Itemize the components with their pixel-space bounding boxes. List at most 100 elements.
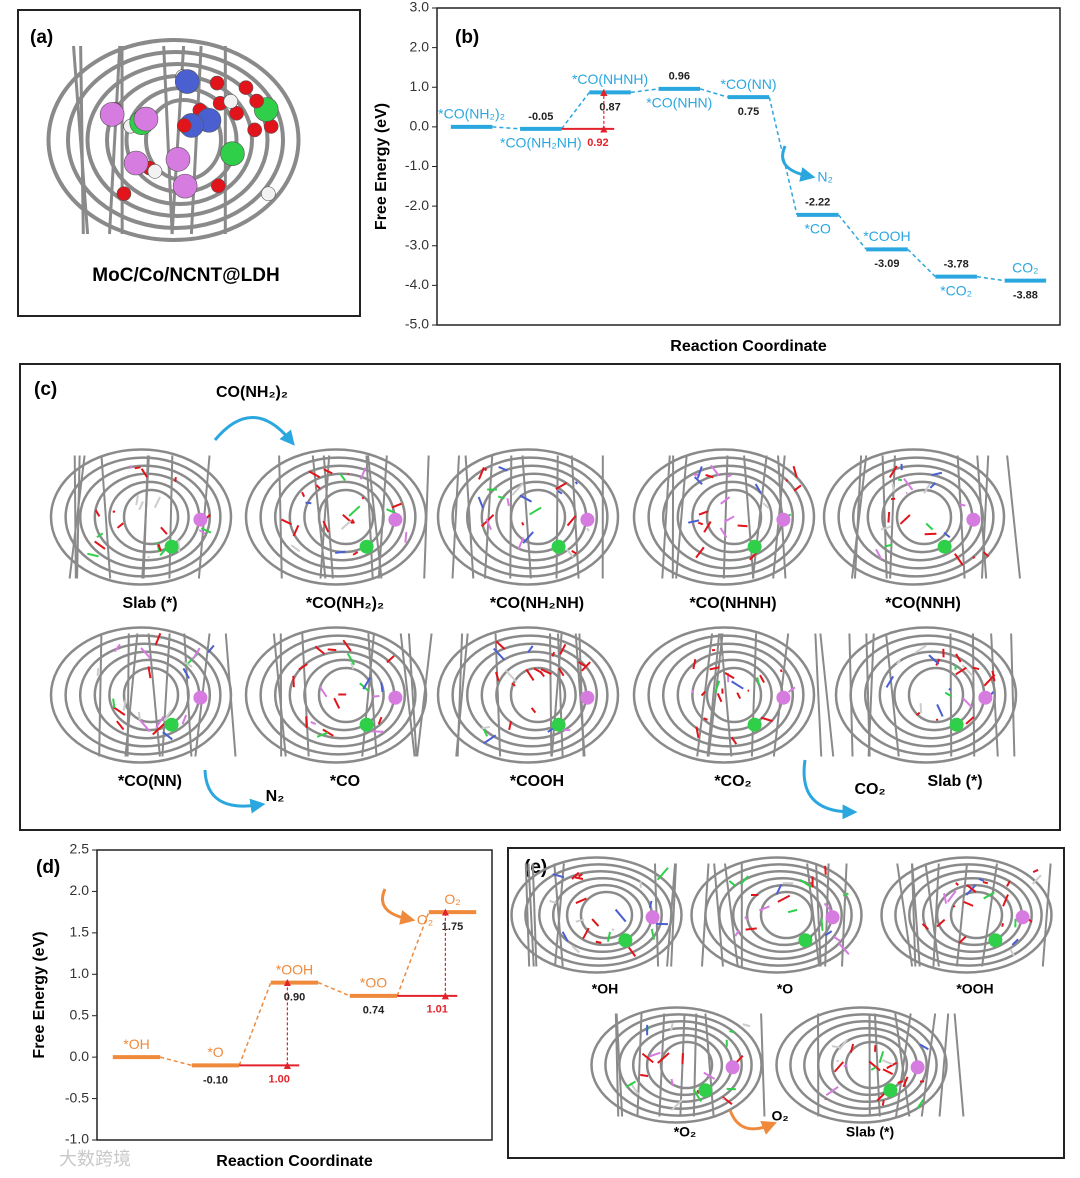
bond — [923, 483, 932, 494]
state-label: *CO(NHN) — [646, 95, 712, 111]
bond — [787, 686, 796, 693]
bond — [96, 668, 100, 676]
bond — [705, 473, 714, 479]
bond — [928, 654, 940, 665]
bond — [919, 1043, 929, 1051]
atom — [123, 150, 149, 176]
y-tick-label: 1.0 — [410, 78, 430, 94]
cage-ring — [495, 658, 577, 732]
cage-bond — [455, 633, 469, 757]
bond — [745, 927, 757, 931]
cage-ring — [647, 456, 805, 578]
cage-ring — [66, 50, 285, 230]
bond — [323, 468, 333, 475]
atom — [229, 105, 244, 121]
bond — [958, 935, 967, 944]
structure-label: Slab (*) — [846, 1124, 894, 1140]
cage-bond — [407, 633, 418, 757]
cage-ring — [691, 480, 773, 554]
state-label: *OH — [123, 1036, 149, 1052]
structure-label: *COOH — [510, 773, 564, 790]
cage-bond — [956, 455, 966, 579]
bond — [96, 532, 104, 538]
value-label: -0.10 — [203, 1074, 228, 1086]
bond — [887, 511, 891, 523]
species-label: N₂ — [266, 788, 285, 805]
atom — [776, 512, 791, 527]
bond — [558, 667, 565, 677]
bond — [799, 878, 812, 888]
bond — [1009, 949, 1016, 957]
state-label: *CO(NH₂)₂ — [438, 106, 505, 122]
bond — [129, 465, 133, 469]
bond — [915, 711, 921, 716]
atom — [174, 69, 200, 94]
y-tick-label: 1.0 — [70, 965, 90, 981]
bond — [308, 470, 321, 479]
atom — [147, 164, 163, 179]
cage-bond — [483, 455, 494, 579]
panel-label: (b) — [455, 27, 479, 48]
bond — [729, 1030, 735, 1034]
state-label: *CO(NN) — [721, 76, 777, 92]
bond — [792, 465, 798, 478]
bond — [525, 668, 535, 681]
atom — [172, 173, 198, 199]
panel-a-frame — [17, 9, 361, 317]
bond — [333, 697, 341, 709]
plot-frame — [96, 849, 493, 1141]
bond — [135, 494, 139, 506]
bond — [777, 894, 791, 903]
cage-bond — [72, 45, 90, 235]
bond — [692, 1089, 703, 1103]
cage-ring — [632, 448, 816, 586]
bond — [156, 542, 161, 552]
bond — [614, 908, 627, 923]
bond — [362, 676, 372, 690]
y-axis-label: Free Energy (eV) — [31, 931, 48, 1058]
bond — [760, 716, 773, 723]
bond — [982, 551, 990, 558]
connector — [976, 275, 1005, 282]
bond — [561, 931, 569, 942]
cage-bond — [704, 1013, 715, 1117]
bond — [727, 473, 732, 478]
cage-bond — [696, 633, 714, 757]
atom — [776, 690, 791, 705]
bond — [207, 644, 215, 653]
bond — [191, 647, 201, 661]
cage-bond — [509, 455, 513, 579]
cage-ring — [85, 62, 270, 218]
structure-label: *OH — [592, 981, 618, 997]
bond — [386, 508, 397, 515]
cage-ring — [259, 456, 417, 578]
cage-bond — [806, 863, 821, 967]
atom — [551, 717, 566, 732]
bond — [697, 521, 704, 526]
bond — [703, 521, 712, 533]
structure-image — [775, 1006, 965, 1124]
cage-bond — [700, 863, 710, 967]
cage-bond — [367, 633, 378, 757]
species-label: O₂ — [417, 912, 433, 928]
cage-bond — [98, 633, 103, 757]
release-arrow — [728, 1109, 777, 1135]
cage-bond — [524, 863, 531, 967]
cage-ring — [510, 856, 683, 974]
cage-ring — [64, 634, 222, 756]
cage-ring — [844, 1040, 899, 1090]
structure-image — [822, 448, 1022, 586]
cage-bond — [819, 633, 835, 757]
connector — [317, 981, 351, 997]
value-label: -2.22 — [805, 197, 830, 209]
bond — [902, 1076, 909, 1088]
bond — [719, 527, 728, 539]
bond — [177, 540, 181, 552]
bond — [955, 882, 959, 886]
atom — [645, 910, 660, 925]
cage-ring — [46, 38, 301, 242]
bond — [477, 496, 484, 509]
structure-image — [632, 448, 816, 586]
bond — [198, 529, 206, 535]
